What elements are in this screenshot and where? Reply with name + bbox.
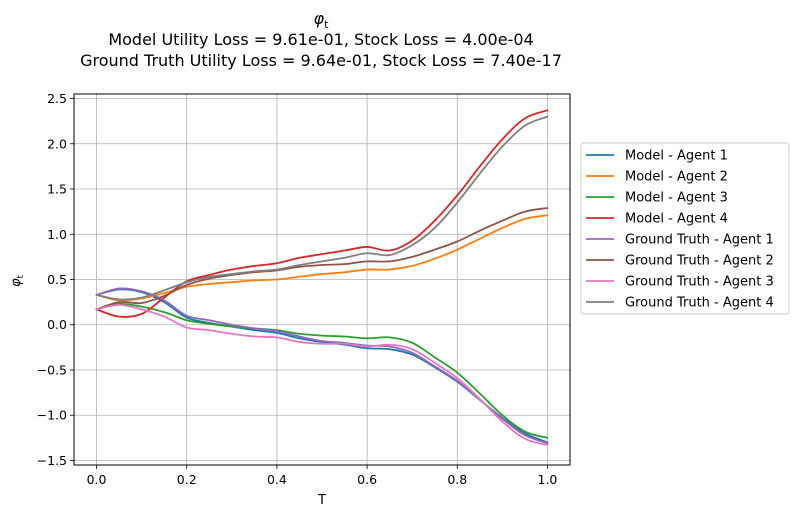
legend-item: Model - Agent 2 — [586, 170, 728, 185]
x-tick-label: 0.8 — [447, 472, 467, 487]
legend-box — [580, 142, 790, 315]
x-axis-ticks: 0.0 0.2 0.4 0.6 0.8 1.0 — [87, 465, 558, 487]
y-tick-label: 1.0 — [47, 227, 67, 242]
series-line-8 — [95, 115, 549, 301]
chart-title-line3: Ground Truth Utility Loss = 9.64e-01, St… — [80, 51, 562, 70]
series-line-3 — [95, 302, 549, 439]
x-axis-label: T — [317, 493, 326, 508]
y-tick-label: 1.5 — [47, 182, 67, 197]
x-tick-label: 0.0 — [87, 472, 107, 487]
legend-label: Model - Agent 4 — [625, 212, 728, 227]
legend-item: Model - Agent 4 — [586, 212, 728, 227]
series-line-6 — [95, 207, 549, 311]
legend-label: Ground Truth - Agent 4 — [625, 296, 774, 311]
x-tick-label: 1.0 — [538, 472, 558, 487]
grid-lines — [74, 94, 570, 465]
legend-label: Ground Truth - Agent 3 — [625, 275, 774, 290]
legend-label: Model - Agent 2 — [625, 170, 728, 185]
y-axis-label: φt — [9, 274, 26, 287]
legend-label: Ground Truth - Agent 1 — [625, 233, 774, 248]
series-line-7 — [95, 303, 549, 446]
x-tick-label: 0.4 — [267, 472, 287, 487]
legend-label: Model - Agent 1 — [625, 149, 728, 164]
y-tick-label: 0.5 — [47, 272, 67, 287]
y-tick-label: −0.5 — [37, 362, 67, 377]
series-line-5 — [95, 287, 549, 445]
legend-item: Ground Truth - Agent 3 — [586, 275, 774, 290]
x-tick-label: 0.6 — [357, 472, 377, 487]
series-line-4 — [95, 109, 549, 318]
series-line-2 — [95, 214, 549, 302]
chart-title-line2: Model Utility Loss = 9.61e-01, Stock Los… — [108, 30, 533, 49]
y-axis-ticks: −1.5 −1.0 −0.5 0.0 0.5 1.0 1.5 2.0 2.5 — [37, 91, 74, 468]
legend-item: Model - Agent 3 — [586, 191, 728, 206]
x-tick-label: 0.2 — [177, 472, 197, 487]
series-lines — [95, 109, 549, 446]
y-tick-label: 2.0 — [47, 136, 67, 151]
y-tick-label: 0.0 — [47, 317, 67, 332]
legend-item: Ground Truth - Agent 1 — [586, 233, 774, 248]
legend-label: Model - Agent 3 — [625, 191, 728, 206]
y-tick-label: 2.5 — [47, 91, 67, 106]
legend-item: Ground Truth - Agent 2 — [586, 254, 774, 269]
legend-item: Ground Truth - Agent 4 — [586, 296, 774, 311]
legend-item: Model - Agent 1 — [586, 149, 728, 164]
y-tick-label: −1.5 — [37, 453, 67, 468]
y-tick-label: −1.0 — [37, 408, 67, 423]
legend: Model - Agent 1 Model - Agent 2 Model - Ag… — [580, 142, 790, 315]
chart-title: φt — [314, 9, 330, 31]
legend-label: Ground Truth - Agent 2 — [625, 254, 774, 269]
